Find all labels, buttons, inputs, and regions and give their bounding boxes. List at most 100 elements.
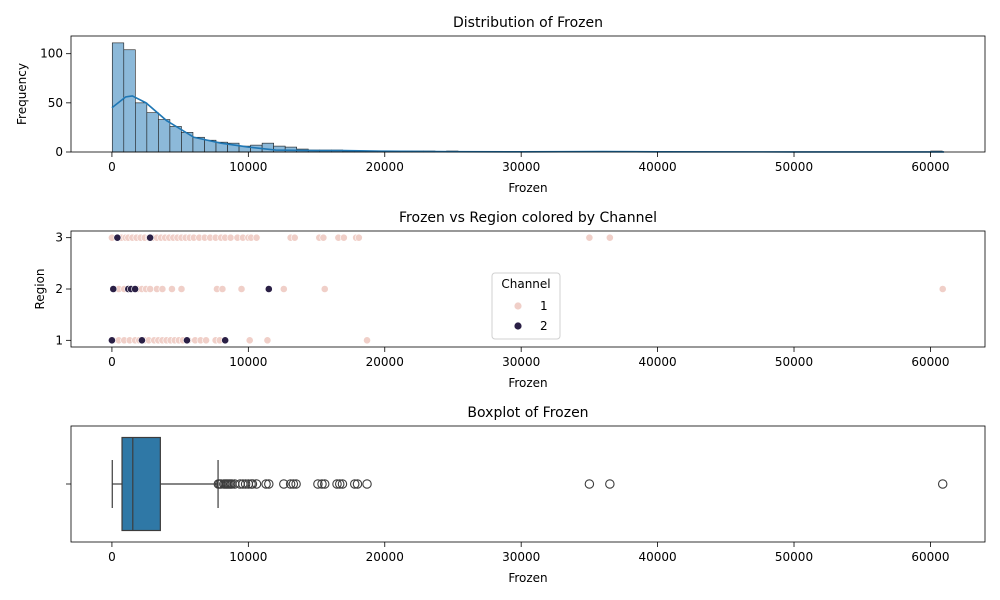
outlier-point — [319, 479, 330, 489]
scatter-point-channel-1 — [319, 233, 328, 242]
outlier-point — [264, 479, 274, 489]
outlier-point — [251, 479, 262, 489]
scatter-point-channel-1 — [339, 233, 348, 242]
outlier-point — [352, 479, 363, 489]
scatter-point-channel-1 — [202, 336, 210, 345]
legend-title: Channel — [501, 277, 550, 291]
scatter-panel: Frozen vs Region colored by Channel 0 100… — [33, 210, 986, 390]
scatter-point-channel-1 — [226, 233, 235, 242]
scatter-xlabel: Frozen — [508, 376, 547, 390]
histogram-xtick-label: 40000 — [639, 160, 677, 174]
outlier-point — [317, 479, 327, 489]
histogram-xtick-label: 60000 — [911, 160, 949, 174]
scatter-point-channel-1 — [279, 285, 288, 293]
boxplot-xtick-label: 40000 — [639, 550, 677, 564]
scatter-point-channel-1 — [245, 336, 254, 345]
scatter-point-channel-2 — [264, 285, 273, 293]
histogram-bar — [273, 145, 286, 153]
outlier-point — [362, 479, 372, 489]
iqr-box — [121, 436, 161, 532]
scatter-point-channel-1 — [237, 285, 246, 293]
scatter-point-channel-1 — [177, 285, 186, 293]
scatter-xtick-label: 40000 — [639, 355, 677, 369]
outlier-point — [291, 479, 301, 489]
histogram-bar — [261, 142, 274, 153]
boxplot-xtick-label: 20000 — [366, 550, 404, 564]
scatter-legend: Channel 1 2 — [491, 272, 561, 340]
scatter-point-channel-1 — [938, 285, 947, 293]
scatter-frame — [70, 230, 986, 348]
scatter-point-channel-1 — [158, 285, 167, 293]
scatter-title: Frozen vs Region colored by Channel — [399, 210, 657, 226]
boxplot-xtick-label: 30000 — [502, 550, 540, 564]
scatter-xtick-label: 10000 — [229, 355, 267, 369]
scatter-point-channel-1 — [252, 233, 261, 242]
histogram-panel: Distribution of Frozen 0 10000 20000 30000 4… — [15, 15, 986, 195]
boxplot-xtick-label: 50000 — [775, 550, 813, 564]
legend-marker-2 — [514, 322, 522, 330]
scatter-xtick-label: 60000 — [911, 355, 949, 369]
scatter-point-channel-1 — [218, 285, 227, 293]
scatter-point-channel-2 — [183, 336, 191, 345]
outlier-point — [288, 479, 299, 489]
scatter-point-channel-1 — [146, 285, 155, 293]
scatter-point-channel-1 — [605, 233, 614, 242]
scatter-point-channel-1 — [363, 336, 371, 345]
outlier-point — [240, 479, 251, 489]
outlier-point — [279, 479, 289, 489]
histogram-bar — [135, 102, 148, 153]
legend-box — [491, 272, 561, 340]
scatter-point-channel-2 — [113, 233, 122, 242]
histogram-ytick-label: 100 — [40, 47, 63, 61]
outlier-point — [285, 479, 296, 489]
outlier-point — [605, 479, 615, 489]
boxplot-xtick-label: 60000 — [911, 550, 949, 564]
scatter-point-channel-1 — [320, 285, 329, 293]
histogram-bar — [111, 42, 125, 153]
scatter-xtick-label: 0 — [108, 355, 116, 369]
scatter-ytick-label: 2 — [55, 282, 63, 296]
histogram-xtick-label: 50000 — [775, 160, 813, 174]
scatter-point-channel-1 — [290, 233, 299, 242]
boxplot-title: Boxplot of Frozen — [467, 405, 588, 421]
outlier-point — [937, 479, 948, 489]
histogram-bar — [123, 49, 136, 153]
scatter-point-channel-2 — [221, 336, 230, 345]
outlier-point — [261, 479, 271, 489]
boxplot-xlabel: Frozen — [508, 571, 547, 585]
legend-entry-1: 1 — [540, 299, 548, 313]
histogram-xtick-label: 20000 — [366, 160, 404, 174]
scatter-xtick-label: 30000 — [502, 355, 540, 369]
histogram-title: Distribution of Frozen — [453, 15, 603, 31]
scatter-point-channel-2 — [146, 233, 155, 242]
histogram-ylabel: Frequency — [15, 63, 29, 125]
boxplot-xtick-label: 0 — [108, 550, 116, 564]
outlier-point — [334, 479, 345, 489]
legend-marker-1 — [514, 302, 522, 310]
outlier-point — [247, 479, 258, 489]
scatter-point-channel-1 — [168, 285, 176, 293]
boxplot-xtick-label: 10000 — [229, 550, 267, 564]
outlier-point — [337, 479, 348, 489]
scatter-point-channel-1 — [263, 336, 272, 345]
scatter-ytick-label: 3 — [55, 231, 63, 245]
histogram-frame — [70, 35, 986, 153]
histogram-xlabel: Frozen — [508, 181, 547, 195]
boxplot-panel: Boxplot of Frozen 0 10000 20000 30000 40000 5… — [66, 405, 986, 585]
legend-entry-2: 2 — [540, 319, 548, 333]
outlier-point — [349, 479, 360, 489]
scatter-point-channel-2 — [138, 336, 146, 345]
histogram-ytick-label: 0 — [55, 145, 63, 159]
histogram-xtick-label: 10000 — [229, 160, 267, 174]
scatter-ylabel: Region — [33, 268, 47, 309]
histogram-xtick-label: 0 — [108, 160, 116, 174]
outlier-point — [332, 479, 342, 489]
scatter-point-channel-1 — [354, 233, 363, 242]
scatter-xtick-label: 20000 — [366, 355, 404, 369]
histogram-bar — [158, 119, 171, 153]
scatter-point-channel-2 — [109, 285, 118, 293]
histogram-xtick-label: 30000 — [502, 160, 540, 174]
scatter-point-channel-2 — [131, 285, 140, 293]
outlier-point — [313, 479, 323, 489]
